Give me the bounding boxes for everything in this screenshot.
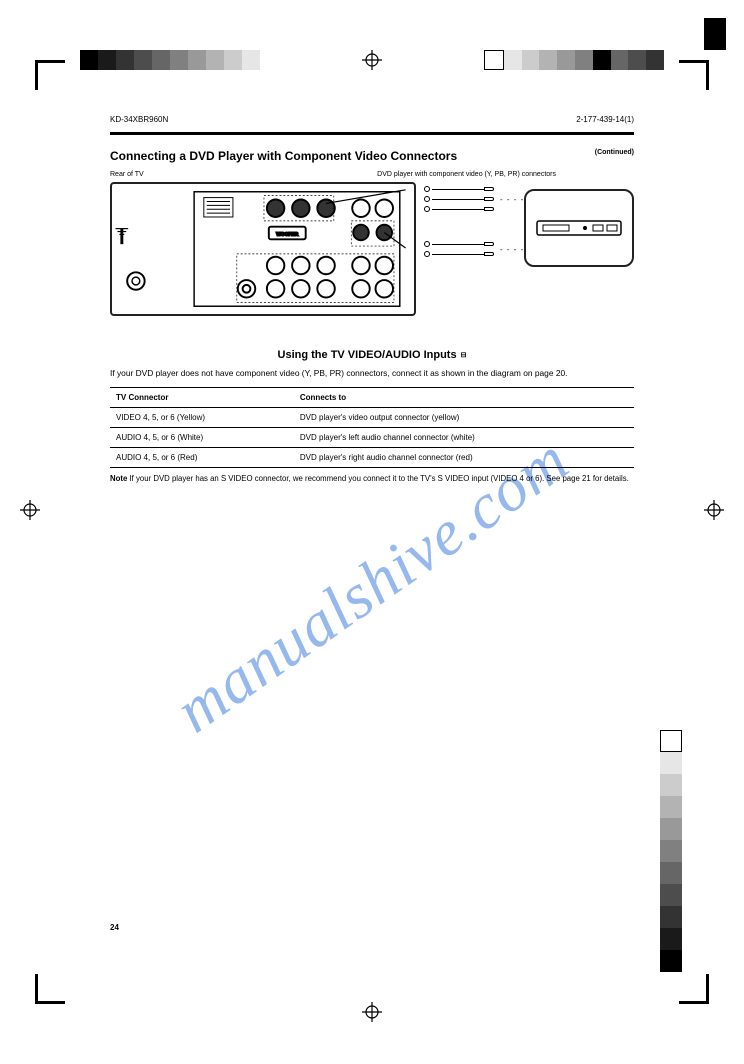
header-docnum: 2-177-439-14(1) — [576, 115, 634, 124]
table-header-row: TV Connector Connects to — [110, 388, 634, 408]
crop-mark-tr — [679, 60, 709, 90]
crop-mark-bl — [35, 974, 65, 1004]
cell: AUDIO 4, 5, or 6 (Red) — [110, 448, 294, 468]
registration-mark-left — [20, 500, 40, 520]
note-text: If your DVD player has an S VIDEO connec… — [130, 474, 629, 483]
subsection-title-text: Using the TV VIDEO/AUDIO Inputs — [278, 349, 457, 361]
cell: VIDEO 4, 5, or 6 (Yellow) — [110, 408, 294, 428]
header-model: KD-34XBR960N — [110, 115, 168, 124]
section-title: Connecting a DVD Player with Component V… — [110, 149, 634, 163]
note-paragraph: Note If your DVD player has an S VIDEO c… — [110, 474, 634, 485]
table-row: AUDIO 4, 5, or 6 (White) DVD player's le… — [110, 428, 634, 448]
crop-mark-br — [679, 974, 709, 1004]
content-area: KD-34XBR960N 2-177-439-14(1) Connecting … — [110, 115, 634, 954]
caption-back-panel: Rear of TV — [110, 171, 144, 178]
caption-device: DVD player with component video (Y, PB, … — [377, 171, 556, 178]
grayscale-bar-top-right — [484, 50, 664, 70]
subsection-title: Using the TV VIDEO/AUDIO Inputs ⊟ — [110, 349, 634, 361]
header-rule — [110, 132, 634, 135]
dvd-player-illustration — [524, 189, 634, 267]
th-tv-connector: TV Connector — [110, 388, 294, 408]
grayscale-bar-top-left — [80, 50, 260, 70]
table-row: VIDEO 4, 5, or 6 (Yellow) DVD player's v… — [110, 408, 634, 428]
th-connects-to: Connects to — [294, 388, 634, 408]
cell: DVD player's left audio channel connecto… — [294, 428, 634, 448]
page-root: manualshive.com KD-34XBR960N 2-177-439-1… — [0, 0, 744, 1064]
section-title-text: Connecting a DVD Player with Component V… — [110, 149, 457, 163]
table-row: AUDIO 4, 5, or 6 (Red) DVD player's righ… — [110, 448, 634, 468]
crop-mark-tl — [35, 60, 65, 90]
connector-table: TV Connector Connects to VIDEO 4, 5, or … — [110, 387, 634, 468]
black-mark-tr — [704, 18, 726, 50]
continued-marker: (Continued) — [595, 149, 634, 156]
input-icon: ⊟ — [461, 351, 467, 359]
cell: DVD player's video output connector (yel… — [294, 408, 634, 428]
note-label: Note — [110, 474, 127, 483]
registration-mark-top — [362, 50, 382, 70]
grayscale-bar-right — [660, 730, 682, 972]
tv-rear-panel: WOOFER — [110, 182, 416, 316]
registration-mark-bottom — [362, 1002, 382, 1022]
page-number: 24 — [110, 923, 119, 932]
connection-diagram: Rear of TV DVD player with component vid… — [110, 169, 634, 329]
cell: DVD player's right audio channel connect… — [294, 448, 634, 468]
cell: AUDIO 4, 5, or 6 (White) — [110, 428, 294, 448]
page-header: KD-34XBR960N 2-177-439-14(1) — [110, 115, 634, 124]
svg-text:WOOFER: WOOFER — [276, 231, 298, 237]
registration-mark-right — [704, 500, 724, 520]
intro-paragraph: If your DVD player does not have compone… — [110, 367, 634, 379]
